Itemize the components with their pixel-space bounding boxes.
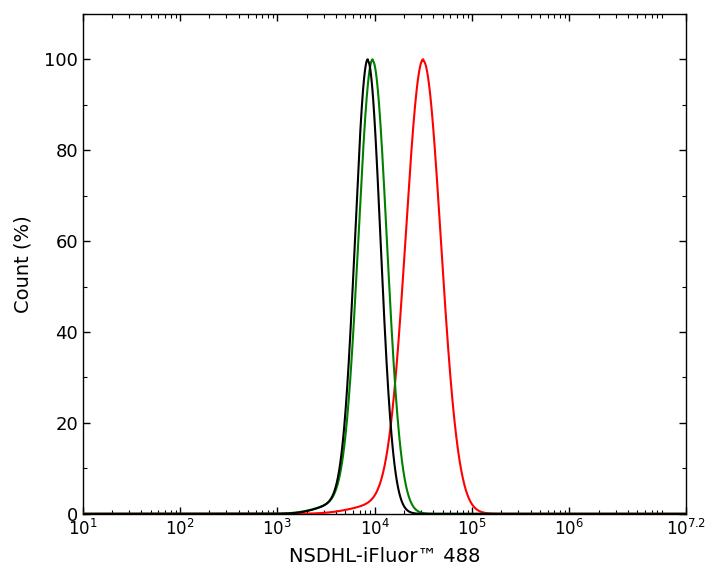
Y-axis label: Count (%): Count (%)	[14, 215, 33, 313]
X-axis label: NSDHL-iFluor™ 488: NSDHL-iFluor™ 488	[289, 547, 480, 566]
